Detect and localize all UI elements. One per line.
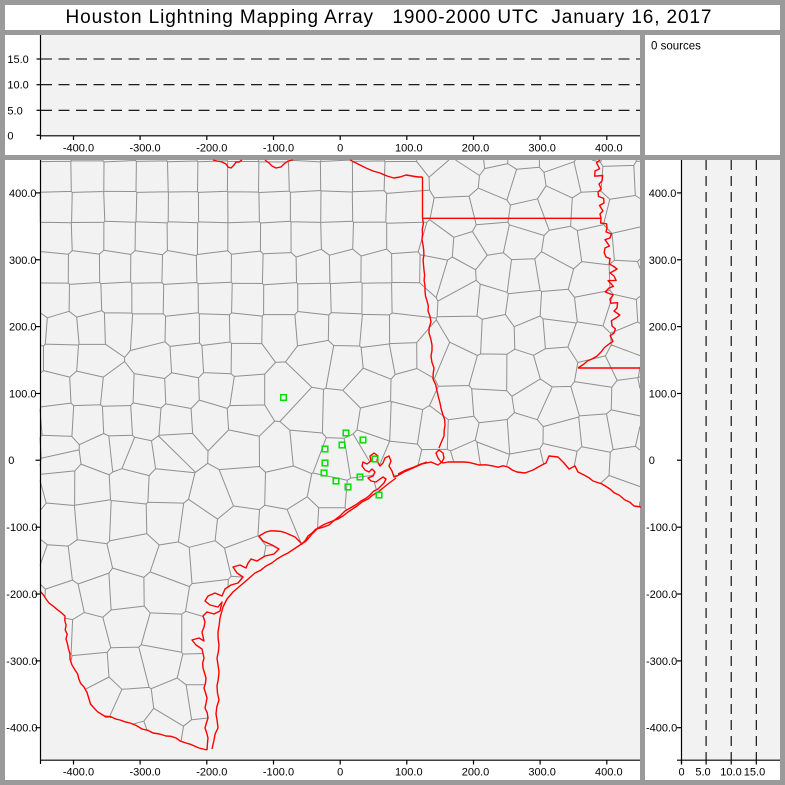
svg-text:-100.0: -100.0 [646, 522, 677, 534]
svg-text:-100.0: -100.0 [263, 767, 294, 779]
svg-text:Houston Lightning Mapping Arra: Houston Lightning Mapping Array 1900-200… [66, 7, 712, 28]
svg-text:200.0: 200.0 [462, 767, 490, 779]
svg-text:15.0: 15.0 [7, 54, 28, 66]
svg-text:-300.0: -300.0 [6, 656, 37, 668]
svg-text:200.0: 200.0 [9, 322, 37, 334]
svg-text:-300.0: -300.0 [129, 143, 160, 155]
svg-text:-100.0: -100.0 [263, 143, 294, 155]
svg-text:-400.0: -400.0 [6, 723, 37, 735]
svg-text:100.0: 100.0 [649, 389, 677, 401]
svg-text:15.0: 15.0 [744, 767, 765, 779]
svg-text:0: 0 [7, 130, 13, 142]
svg-text:200.0: 200.0 [649, 322, 677, 334]
svg-text:-400.0: -400.0 [63, 767, 94, 779]
svg-text:10.0: 10.0 [7, 80, 28, 92]
svg-text:100.0: 100.0 [395, 767, 423, 779]
svg-text:0: 0 [678, 767, 684, 779]
svg-text:-200.0: -200.0 [6, 589, 37, 601]
svg-text:5.0: 5.0 [7, 105, 22, 117]
svg-text:0: 0 [337, 767, 343, 779]
svg-text:-400.0: -400.0 [63, 143, 94, 155]
svg-text:-400.0: -400.0 [646, 723, 677, 735]
svg-text:0: 0 [8, 455, 14, 467]
svg-text:400.0: 400.0 [649, 188, 677, 200]
svg-text:-300.0: -300.0 [129, 767, 160, 779]
svg-text:400.0: 400.0 [595, 767, 623, 779]
svg-text:400.0: 400.0 [595, 143, 623, 155]
svg-text:-200.0: -200.0 [646, 589, 677, 601]
svg-text:10.0: 10.0 [720, 767, 741, 779]
svg-text:300.0: 300.0 [9, 255, 37, 267]
svg-text:300.0: 300.0 [528, 143, 556, 155]
svg-text:400.0: 400.0 [9, 188, 37, 200]
svg-text:0: 0 [649, 455, 655, 467]
svg-text:-200.0: -200.0 [196, 767, 227, 779]
svg-text:200.0: 200.0 [462, 143, 490, 155]
svg-text:100.0: 100.0 [395, 143, 423, 155]
svg-text:100.0: 100.0 [9, 389, 37, 401]
svg-text:-300.0: -300.0 [646, 656, 677, 668]
svg-text:-200.0: -200.0 [196, 143, 227, 155]
svg-text:300.0: 300.0 [528, 767, 556, 779]
svg-text:300.0: 300.0 [649, 255, 677, 267]
svg-text:-100.0: -100.0 [6, 522, 37, 534]
svg-text:5.0: 5.0 [695, 767, 710, 779]
svg-text:0: 0 [337, 143, 343, 155]
svg-text:0 sources: 0 sources [651, 41, 701, 53]
